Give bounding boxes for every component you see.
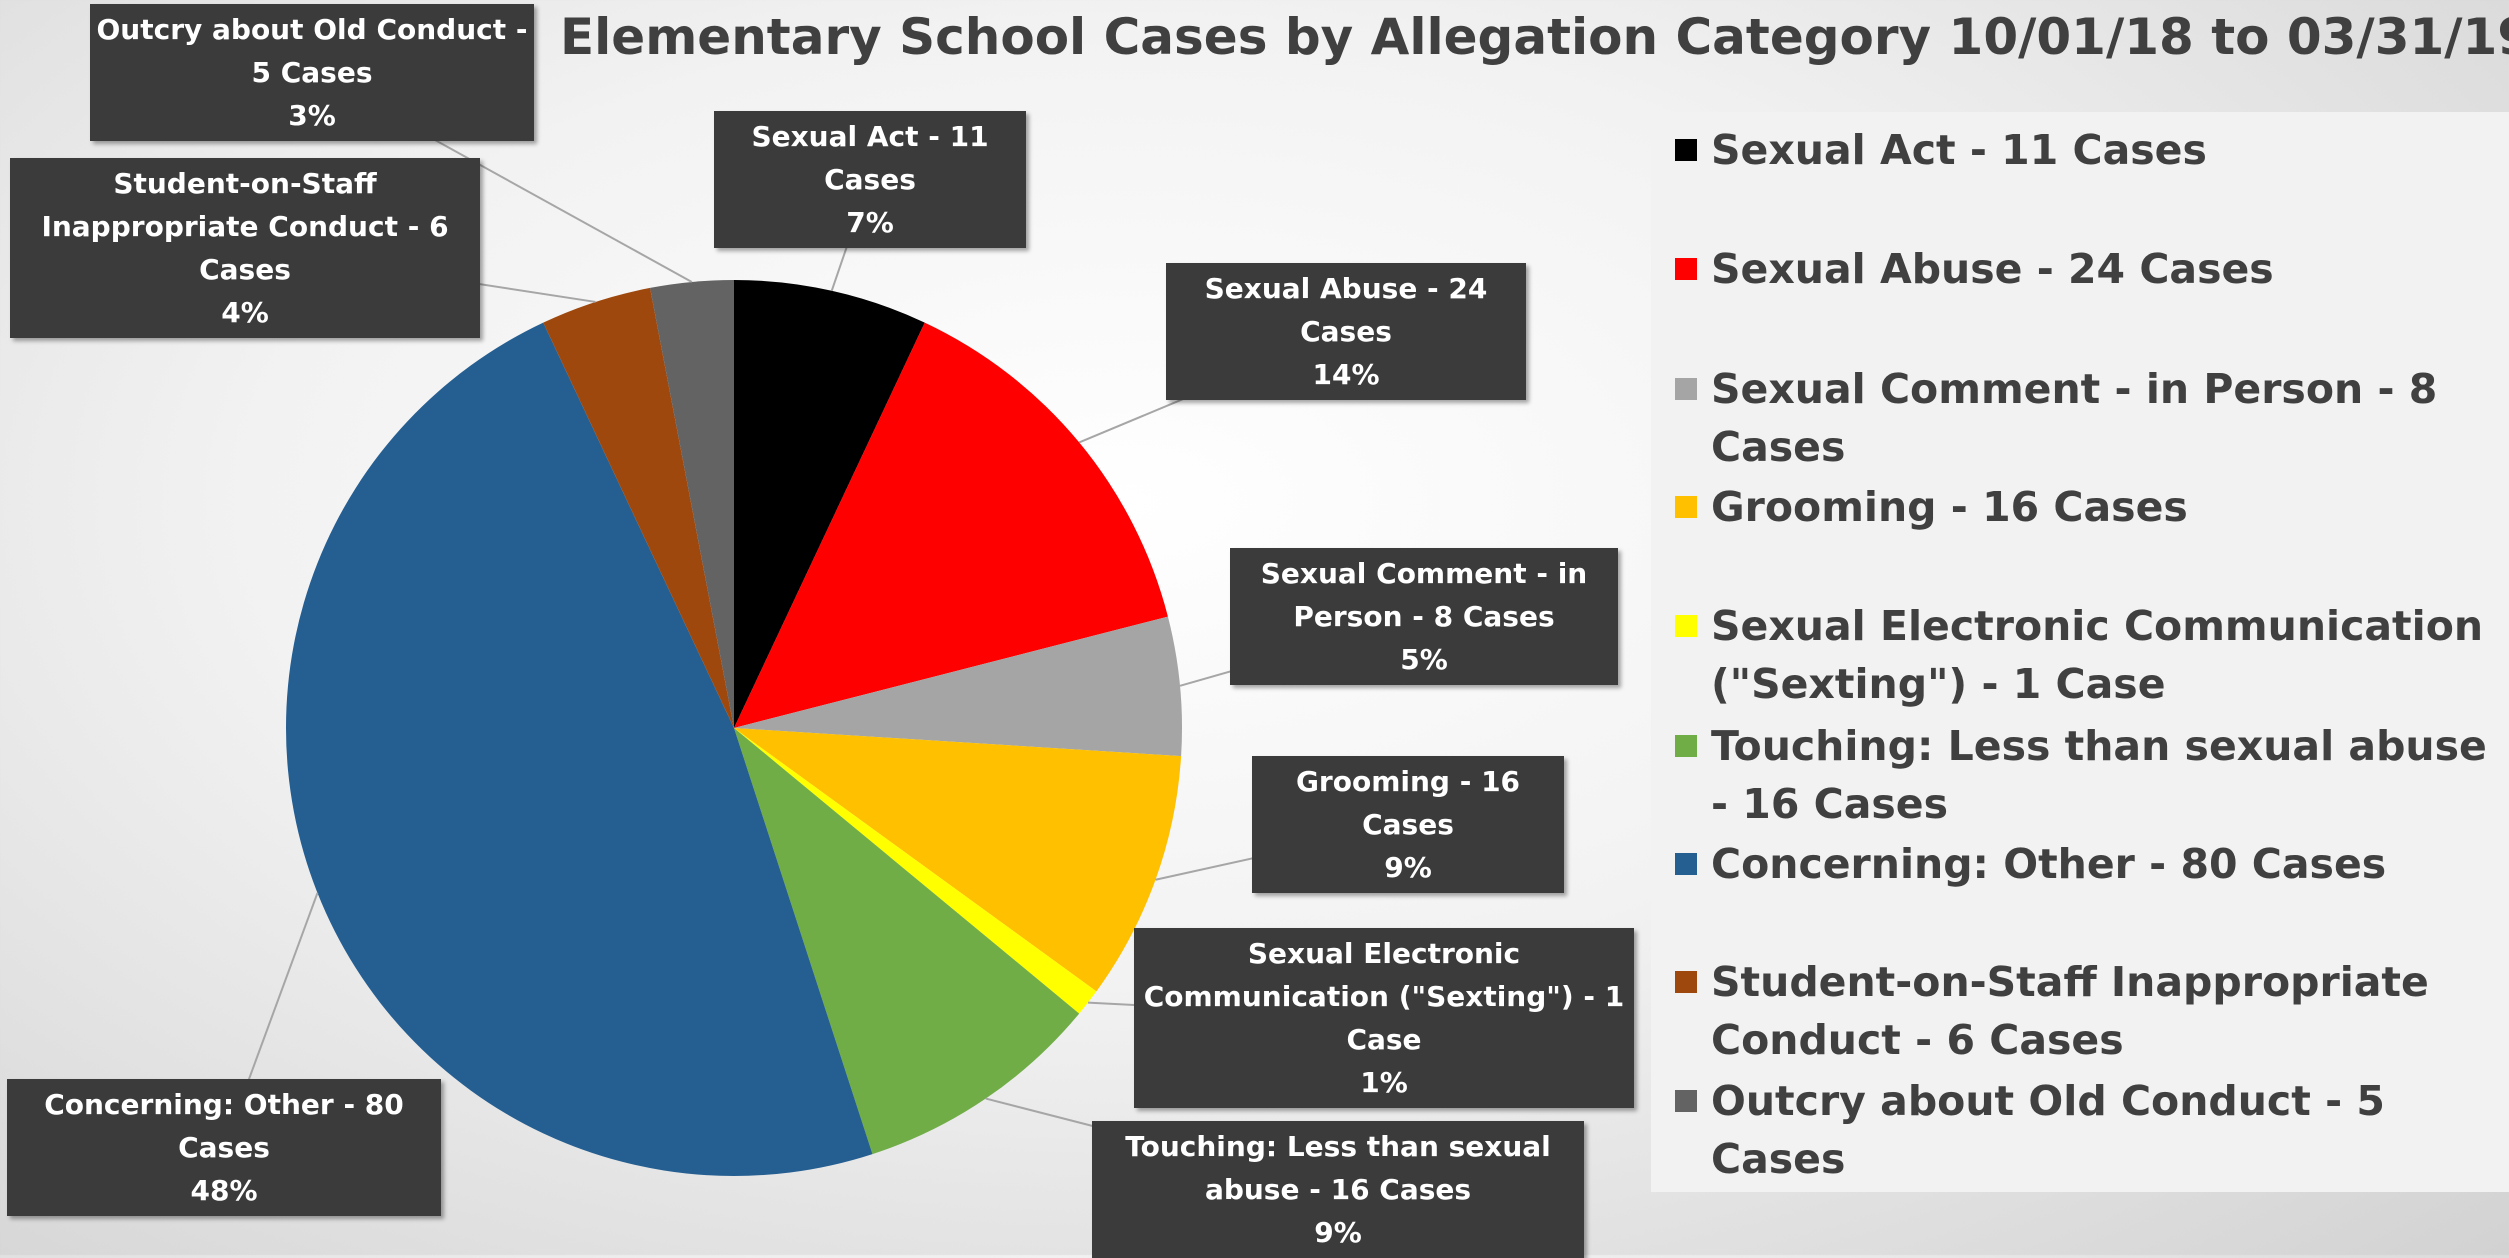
data-label-value: 9% xyxy=(1384,850,1432,884)
legend: Sexual Act - 11 Cases Sexual Abuse - 24 C… xyxy=(1651,112,2509,1192)
pie-slice xyxy=(734,728,1182,992)
legend-entry: Touching: Less than sexual abuse - 16 Ca… xyxy=(1675,717,2505,833)
data-label-value: 5% xyxy=(1400,642,1448,676)
legend-entry: Sexual Comment - in Person - 8 Cases xyxy=(1675,360,2505,476)
pie-slice xyxy=(734,728,1080,1155)
legend-swatch xyxy=(1675,615,1697,637)
legend-label: Sexual Comment - in Person - 8 Cases xyxy=(1711,365,2438,471)
data-label-category: Student-on-Staff Inappropriate Conduct -… xyxy=(41,167,449,286)
data-label: Outcry about Old Conduct - 5 Cases 3% xyxy=(90,3,534,141)
legend-entry: Sexual Electronic Communication ("Sextin… xyxy=(1675,597,2505,713)
legend-entry: Sexual Abuse - 24 Cases xyxy=(1675,240,2505,298)
legend-label: Outcry about Old Conduct - 5 Cases xyxy=(1711,1077,2385,1183)
legend-label: Sexual Act - 11 Cases xyxy=(1711,126,2207,174)
data-label-value: 9% xyxy=(1314,1215,1362,1249)
pie-slice xyxy=(543,287,734,728)
data-label: Sexual Abuse - 24 Cases 14% xyxy=(1166,262,1526,400)
legend-swatch xyxy=(1675,139,1697,161)
data-label-value: 1% xyxy=(1360,1066,1408,1099)
data-label: Sexual Electronic Communication ("Sextin… xyxy=(1134,928,1634,1108)
data-label-category: Sexual Comment - in Person - 8 Cases xyxy=(1260,556,1588,633)
legend-swatch xyxy=(1675,1090,1697,1112)
data-label-category: Sexual Abuse - 24 Cases xyxy=(1204,271,1488,348)
legend-label: Sexual Abuse - 24 Cases xyxy=(1711,245,2274,293)
data-label: Grooming - 16 Cases 9% xyxy=(1252,755,1564,893)
data-label: Touching: Less than sexual abuse - 16 Ca… xyxy=(1092,1120,1584,1258)
legend-label: Touching: Less than sexual abuse - 16 Ca… xyxy=(1711,722,2487,828)
legend-entry: Outcry about Old Conduct - 5 Cases xyxy=(1675,1072,2505,1188)
data-label-value: 14% xyxy=(1312,357,1380,391)
data-label: Sexual Act - 11 Cases 7% xyxy=(714,110,1026,248)
pie-slice xyxy=(285,322,873,1177)
data-label-value: 3% xyxy=(288,98,336,132)
data-label-value: 4% xyxy=(221,296,269,329)
pie-slice xyxy=(734,616,1182,757)
legend-swatch xyxy=(1675,496,1697,518)
data-label-category: Sexual Electronic Communication ("Sextin… xyxy=(1143,937,1625,1056)
legend-entry: Concerning: Other - 80 Cases xyxy=(1675,835,2505,893)
legend-entry: Grooming - 16 Cases xyxy=(1675,478,2505,536)
data-label-category: Sexual Act - 11 Cases xyxy=(751,119,989,196)
chart-title: Elementary School Cases by Allegation Ca… xyxy=(560,8,2509,66)
data-label-value: 7% xyxy=(846,205,894,239)
legend-swatch xyxy=(1675,378,1697,400)
legend-entry: Student-on-Staff Inappropriate Conduct -… xyxy=(1675,953,2505,1069)
data-label-value: 48% xyxy=(190,1173,258,1207)
data-label: Sexual Comment - in Person - 8 Cases 5% xyxy=(1230,547,1618,685)
data-label: Concerning: Other - 80 Cases 48% xyxy=(7,1078,441,1216)
data-label-category: Grooming - 16 Cases xyxy=(1295,764,1521,841)
legend-label: Concerning: Other - 80 Cases xyxy=(1711,840,2387,888)
legend-swatch xyxy=(1675,735,1697,757)
legend-swatch xyxy=(1675,258,1697,280)
legend-label: Grooming - 16 Cases xyxy=(1711,483,2188,531)
data-label-category: Touching: Less than sexual abuse - 16 Ca… xyxy=(1125,1129,1551,1206)
legend-label: Student-on-Staff Inappropriate Conduct -… xyxy=(1711,958,2429,1064)
legend-swatch xyxy=(1675,971,1697,993)
pie-slice xyxy=(734,280,925,728)
legend-swatch xyxy=(1675,853,1697,875)
legend-entry: Sexual Act - 11 Cases xyxy=(1675,121,2505,179)
data-label: Student-on-Staff Inappropriate Conduct -… xyxy=(10,158,480,338)
data-label-category: Concerning: Other - 80 Cases xyxy=(44,1087,404,1164)
pie-slice xyxy=(734,728,1097,1014)
legend-label: Sexual Electronic Communication ("Sextin… xyxy=(1711,602,2484,708)
pie-slice xyxy=(650,280,734,728)
data-label-category: Outcry about Old Conduct - 5 Cases xyxy=(96,12,528,89)
pie-slice xyxy=(734,322,1168,728)
